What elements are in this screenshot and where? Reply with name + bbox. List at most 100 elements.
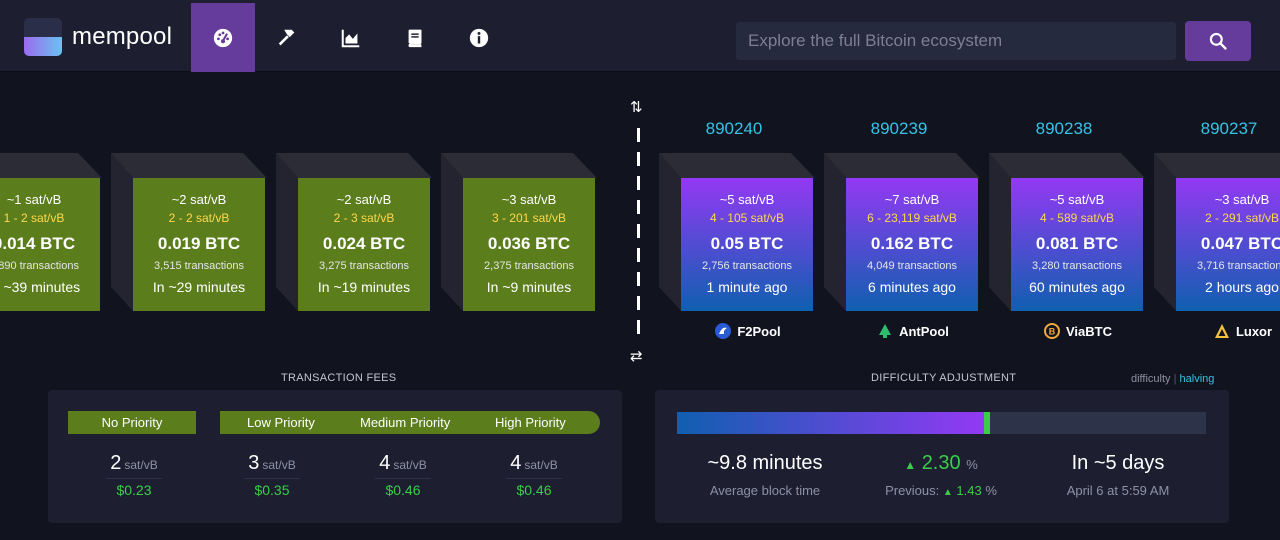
block-tx-count: 1,890 transactions [0,260,79,272]
search-button[interactable] [1185,21,1251,61]
mempool-logo[interactable]: mempool [24,18,172,56]
pending-block[interactable]: ~2 sat/vB 2 - 3 sat/vB 0.024 BTC 3,275 t… [276,153,432,311]
fee-rate: 4 sat/vB [510,452,558,474]
difficulty-adjustment-title: DIFFICULTY ADJUSTMENT [871,372,1017,384]
block-height-link[interactable]: 890240 [705,119,763,138]
block-total-fees: 0.014 BTC [0,234,76,253]
mempool-logo-icon [24,18,62,56]
toggle-halving[interactable]: halving [1179,373,1215,385]
pool-name: ViaBTC [1066,323,1112,339]
top-navbar: mempool [0,0,1280,72]
book-icon [408,29,422,47]
pool-name: F2Pool [737,323,781,339]
swap-horizontal-icon[interactable]: ⇄ [630,348,643,365]
block-tx-count: 2,375 transactions [484,260,574,272]
fee-tier-label: Medium Priority [360,415,451,430]
fee-usd: $0.46 [385,482,421,498]
block-height-link[interactable]: 890239 [870,119,928,138]
mined-block[interactable]: ~5 sat/vB 4 - 589 sat/vB 0.081 BTC 3,280… [989,153,1145,311]
fee-tier-label: High Priority [495,415,566,430]
block-total-fees: 0.05 BTC [710,234,784,253]
block-median-fee: ~2 sat/vB [336,192,392,207]
svg-text:B: B [1049,327,1056,337]
difficulty-change: ▲ 2.30 % [904,452,978,474]
block-fee-range: 4 - 105 sat/vB [709,211,785,225]
nav-dashboard-button[interactable] [191,3,255,72]
block-fee-range: 2 - 2 sat/vB [168,211,230,225]
pool-name: Luxor [1235,323,1273,339]
block-fee-range: 1 - 2 sat/vB [3,211,65,225]
block-fee-range: 2 - 291 sat/vB [1204,211,1280,225]
mining-pool-link[interactable]: Luxor [1176,323,1280,339]
block-age: 6 minutes ago [868,279,956,295]
average-block-time-label: Average block time [709,483,821,498]
f2pool-logo-icon [715,323,732,339]
swap-vertical-icon[interactable]: ⇅ [630,99,643,116]
block-eta: In ~9 minutes [486,279,572,295]
mining-pool-link[interactable]: F2Pool [681,323,815,339]
mining-pool-link[interactable]: AntPool [846,323,980,339]
triangle-up-icon: ▲ [942,487,953,498]
mined-block[interactable]: ~7 sat/vB 6 - 23,119 sat/vB 0.162 BTC 4,… [824,153,980,311]
app-name: mempool [72,23,173,50]
next-adjustment-eta: In ~5 days [1071,452,1165,474]
block-eta: In ~29 minutes [152,279,246,295]
block-height-link[interactable]: 890237 [1200,119,1258,138]
pending-block[interactable]: ~2 sat/vB 2 - 2 sat/vB 0.019 BTC 3,515 t… [111,153,267,311]
block-tx-count: 4,049 transactions [867,260,957,272]
luxor-logo-icon [1214,324,1229,338]
block-total-fees: 0.024 BTC [322,234,406,253]
mining-pool-link[interactable]: B ViaBTC [1011,323,1145,339]
block-height-link[interactable]: 890238 [1035,119,1093,138]
pending-block[interactable]: ~3 sat/vB 3 - 201 sat/vB 0.036 BTC 2,375… [441,153,597,311]
block-fee-range: 6 - 23,119 sat/vB [867,211,957,225]
block-fee-range: 3 - 201 sat/vB [491,211,567,225]
area-chart-icon [341,29,360,47]
average-block-time: ~9.8 minutes [707,452,823,474]
no-priority-bar: No Priority [68,411,196,434]
nav-about-button[interactable] [447,3,511,72]
block-median-fee: ~7 sat/vB [884,192,940,207]
fee-usd: $0.46 [516,482,552,498]
block-age: 2 hours ago [1205,279,1279,295]
viabtc-logo-icon: B [1044,323,1060,339]
hammer-icon [278,29,295,45]
block-tx-count: 2,756 transactions [702,260,792,272]
block-fee-range: 4 - 589 sat/vB [1039,211,1115,225]
mempool-chain-divider [637,128,640,338]
block-tx-count: 3,515 transactions [154,260,244,272]
fee-usd: $0.23 [116,482,152,498]
mined-block[interactable]: ~3 sat/vB 2 - 291 sat/vB 0.047 BTC 3,716… [1154,153,1280,311]
block-total-fees: 0.036 BTC [487,234,571,253]
mined-block[interactable]: ~5 sat/vB 4 - 105 sat/vB 0.05 BTC 2,756 … [659,153,815,311]
block-eta: In ~19 minutes [317,279,411,295]
pool-name: AntPool [899,323,949,339]
pending-block[interactable]: ~1 sat/vB 1 - 2 sat/vB 0.014 BTC 1,890 t… [0,153,102,311]
toggle-difficulty[interactable]: difficulty [1131,373,1171,385]
fee-rate: 4 sat/vB [379,452,427,474]
block-total-fees: 0.162 BTC [870,234,954,253]
nav-mining-button[interactable] [255,3,319,72]
nav-graphs-button[interactable] [319,3,383,72]
block-total-fees: 0.081 BTC [1035,234,1119,253]
search-input[interactable] [736,22,1176,60]
block-median-fee: ~5 sat/vB [1049,192,1105,207]
priority-fee-bar [220,411,600,434]
block-fee-range: 2 - 3 sat/vB [333,211,395,225]
fee-tier-label: No Priority [101,415,163,430]
search-icon [1209,32,1227,50]
nav-docs-button[interactable] [383,3,447,72]
next-adjustment-date: April 6 at 5:59 AM [1066,483,1170,498]
block-median-fee: ~2 sat/vB [171,192,227,207]
difficulty-progress-bar [677,412,1206,434]
triangle-up-icon: ▲ [904,458,917,472]
fee-rate: 3 sat/vB [248,452,296,474]
fee-rate: 2 sat/vB [110,452,158,474]
block-median-fee: ~3 sat/vB [501,192,557,207]
block-tx-count: 3,275 transactions [319,260,409,272]
fee-tier-label: Low Priority [247,415,315,430]
block-age: 1 minute ago [706,279,788,295]
block-total-fees: 0.019 BTC [157,234,241,253]
block-eta: In ~39 minutes [0,279,81,295]
block-median-fee: ~3 sat/vB [1214,192,1270,207]
